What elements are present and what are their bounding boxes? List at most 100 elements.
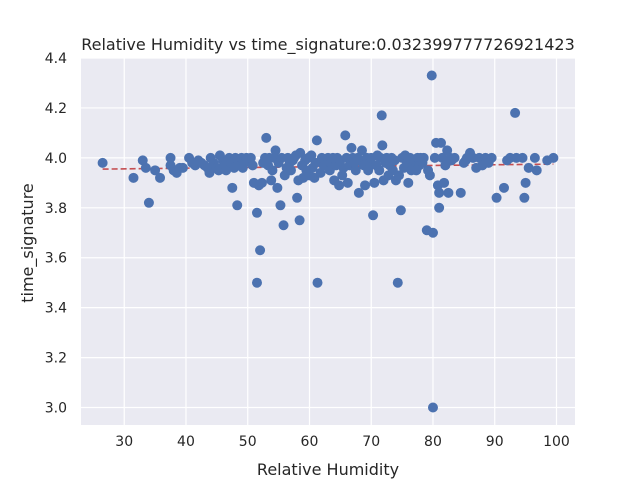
data-point (340, 130, 351, 141)
data-point (426, 70, 437, 81)
data-point (334, 180, 345, 191)
data-point (261, 132, 272, 143)
y-tick-label: 3.4 (45, 301, 67, 317)
data-point (531, 165, 542, 176)
y-tick-label: 4.4 (45, 51, 67, 67)
data-point (278, 220, 289, 231)
y-tick-label: 3.6 (45, 251, 67, 267)
data-point (165, 152, 176, 163)
data-point (439, 177, 450, 188)
data-point (548, 152, 559, 163)
data-point (434, 202, 445, 213)
data-point (434, 187, 445, 198)
data-point (449, 152, 460, 163)
data-point (267, 165, 278, 176)
data-point (306, 150, 317, 161)
data-point (455, 187, 466, 198)
x-tick-label: 30 (115, 434, 133, 450)
data-point (247, 160, 258, 171)
data-point (150, 165, 161, 176)
data-point (360, 180, 371, 191)
data-point (369, 177, 380, 188)
data-point (363, 165, 374, 176)
data-point (427, 227, 438, 238)
data-point (232, 200, 243, 211)
x-axis-label: Relative Humidity (257, 460, 399, 479)
data-point (346, 142, 357, 153)
data-point (392, 277, 403, 288)
data-point (270, 145, 281, 156)
x-tick-label: 60 (301, 434, 319, 450)
data-point (315, 167, 326, 178)
data-point (377, 140, 388, 151)
x-tick-label: 80 (424, 434, 442, 450)
data-point (294, 215, 305, 226)
data-point (498, 182, 509, 193)
data-point (520, 177, 531, 188)
data-point (221, 165, 232, 176)
y-tick-labels: 3.0 3.2 3.4 3.6 3.8 4.0 4.2 4.4 (45, 51, 67, 417)
data-point (337, 170, 348, 181)
data-point (356, 145, 367, 156)
x-tick-label: 90 (486, 434, 504, 450)
data-point (143, 197, 154, 208)
data-point (272, 182, 283, 193)
data-point (266, 175, 277, 186)
x-tick-label: 50 (239, 434, 257, 450)
data-point (523, 162, 534, 173)
data-point (245, 152, 256, 163)
data-point (227, 182, 238, 193)
x-tick-label: 40 (177, 434, 195, 450)
data-point (491, 192, 502, 203)
data-point (97, 157, 108, 168)
data-point (442, 145, 453, 156)
data-point (519, 192, 530, 203)
y-axis-label: time_signature (18, 183, 38, 303)
data-point (342, 177, 353, 188)
data-point (137, 155, 148, 166)
data-point (350, 165, 361, 176)
data-point (529, 152, 540, 163)
x-tick-label: 100 (543, 434, 570, 450)
data-point (251, 207, 262, 218)
data-points (97, 70, 559, 413)
data-point (295, 147, 306, 158)
data-point (443, 187, 454, 198)
y-tick-label: 3.8 (45, 201, 67, 217)
data-point (395, 205, 406, 216)
y-tick-label: 4.2 (45, 101, 67, 117)
data-point (429, 152, 440, 163)
data-point (292, 192, 303, 203)
data-point (311, 135, 322, 146)
data-point (255, 245, 266, 256)
data-point (437, 152, 448, 163)
data-point (285, 165, 296, 176)
data-point (251, 277, 262, 288)
data-point (418, 152, 429, 163)
data-point (368, 210, 379, 221)
data-point (374, 165, 385, 176)
chart-title: Relative Humidity vs time_signature:0.03… (81, 35, 575, 55)
data-point (376, 110, 387, 121)
data-point (204, 167, 215, 178)
y-tick-label: 3.2 (45, 351, 67, 367)
data-point (177, 162, 188, 173)
data-point (517, 152, 528, 163)
data-point (424, 170, 435, 181)
data-point (394, 170, 405, 181)
data-point (486, 152, 497, 163)
data-point (312, 277, 323, 288)
y-tick-label: 3.0 (45, 401, 67, 417)
data-point (436, 137, 447, 148)
x-tick-labels: 30 40 50 60 70 80 90 100 (115, 434, 570, 450)
x-tick-label: 70 (362, 434, 380, 450)
data-point (403, 177, 414, 188)
data-point (353, 187, 364, 198)
data-point (510, 107, 521, 118)
plot-background (81, 58, 575, 425)
y-tick-label: 4.0 (45, 151, 67, 167)
data-point (256, 177, 267, 188)
data-point (275, 200, 286, 211)
data-point (427, 402, 438, 413)
